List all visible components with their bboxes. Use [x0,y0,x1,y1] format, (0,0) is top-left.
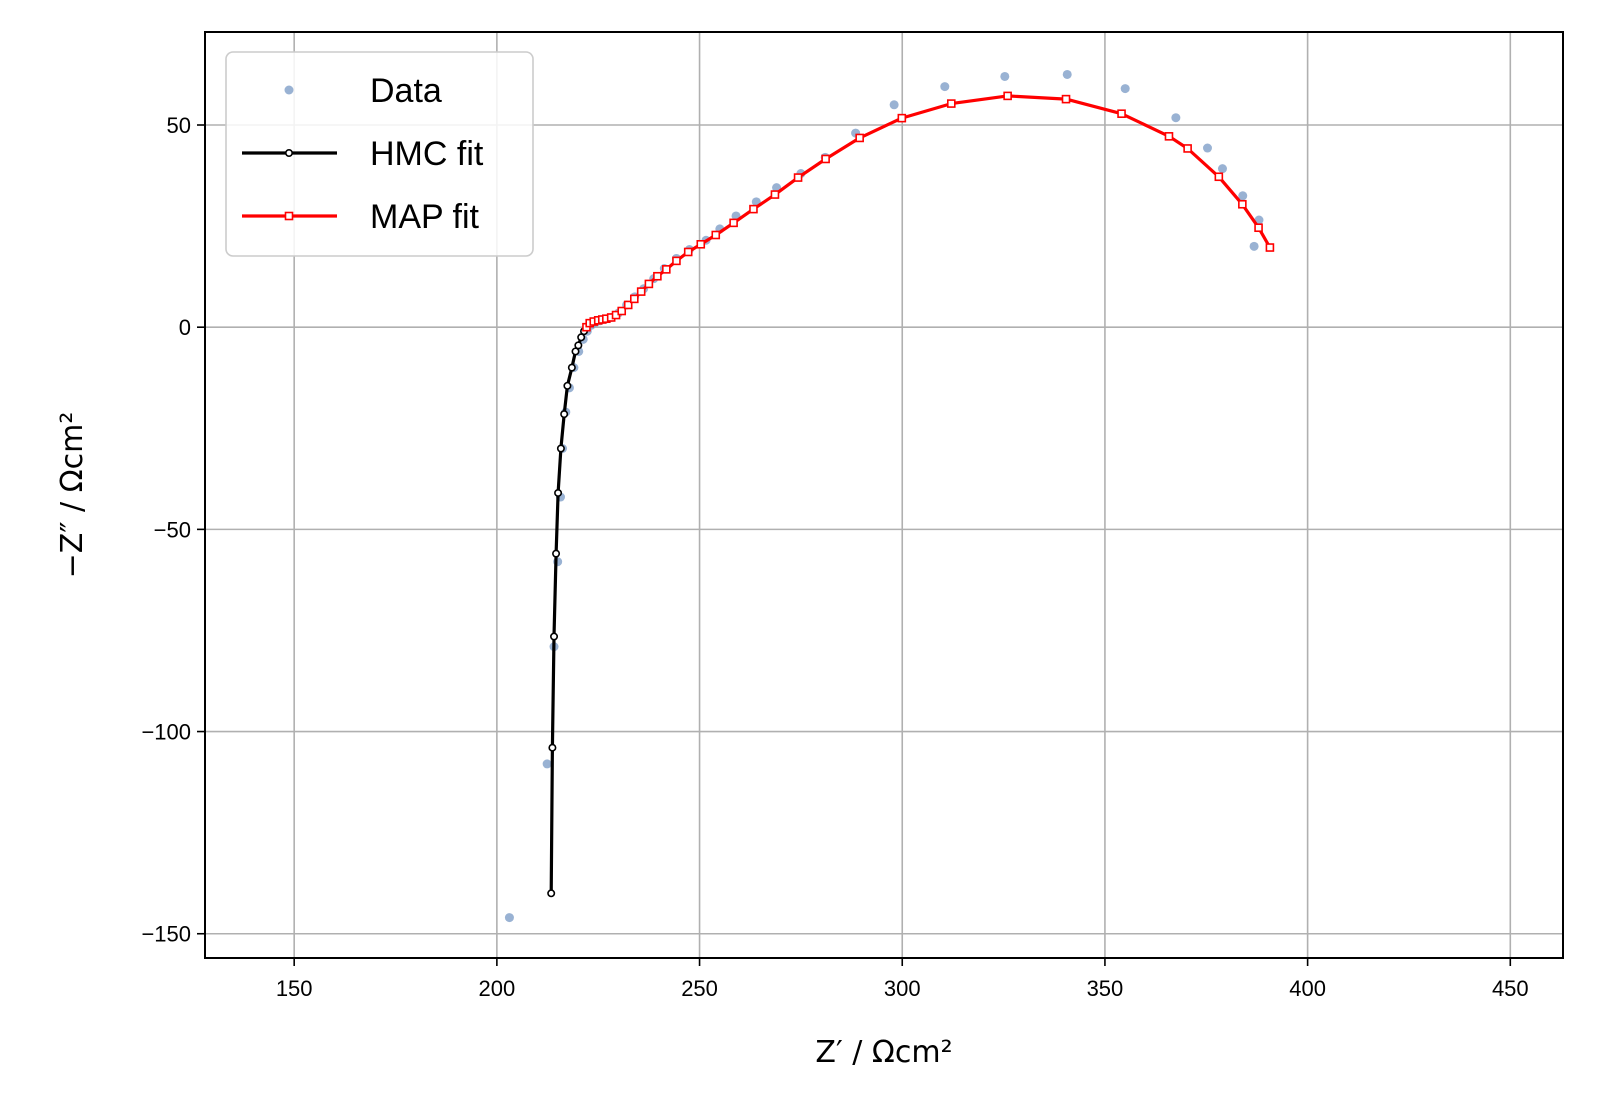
y-tick-label: 0 [179,315,191,340]
hmc-fit-marker [550,632,559,641]
hmc-fit-marker [563,381,572,390]
hmc-fit-marker [567,363,576,372]
data-point [1120,84,1130,94]
map-fit-marker [821,154,830,164]
map-fit-marker [1238,199,1247,209]
hmc-fit-marker [554,488,563,497]
hmc-fit-marker [547,889,556,898]
y-tick-label: −100 [141,720,191,745]
x-tick-label: 450 [1492,976,1529,1001]
hmc-fit-marker [574,341,583,350]
map-fit-marker [683,247,693,257]
data-point [1171,113,1181,123]
map-fit-marker [1254,223,1263,233]
data-point [1238,191,1248,201]
data-point [1249,241,1259,251]
y-tick-label: 50 [167,113,191,138]
legend-label-data: Data [370,72,442,110]
y-tick-label: −150 [141,922,191,947]
map-fit-marker [749,204,758,214]
map-fit-marker [1214,172,1224,182]
map-fit-marker [623,300,633,310]
map-fit-marker [284,211,294,221]
map-fit-marker [662,265,671,274]
map-fit-marker [629,294,639,304]
x-tick-label: 250 [681,976,718,1001]
legend-box [225,51,534,257]
map-fit-marker [644,279,654,289]
map-fit-marker [1117,109,1126,118]
y-axis-label: −Z″ / Ωcm² [55,412,90,579]
data-point [1217,164,1227,174]
series-layer [504,69,1275,923]
x-tick-label: 350 [1087,976,1124,1001]
x-tick-label: 300 [884,976,921,1001]
hmc-fit-marker [548,743,557,752]
map-fit-marker [729,218,738,228]
data-point [1000,71,1010,81]
hmc-fit-marker [571,347,580,356]
map-fit-marker [617,306,627,316]
map-fit-marker [1164,132,1174,141]
axis-ticks: 150 200 250 300 350 400 450 −150 −100 −50 0 50 [141,113,1528,1001]
map-fit-marker [653,271,662,281]
legend-label-hmc-fit: HMC fit [370,135,484,173]
map-fit-marker [855,133,864,143]
map-fit-marker [696,239,706,249]
map-fit-marker [672,256,681,266]
map-fit-marker [793,173,803,182]
x-tick-label: 200 [479,976,516,1001]
hmc-fit-marker [556,444,565,453]
map-fit-marker [1003,91,1012,101]
hmc-fit-series [547,323,591,898]
grid-lines [205,32,1563,958]
legend-swatch-data [284,85,294,95]
data-point [542,759,552,769]
x-tick-label: 400 [1289,976,1326,1001]
map-fit-marker [1061,94,1071,104]
legend: Data HMC fit MAP fit [225,51,534,257]
map-fit-series [582,91,1275,332]
data-point [889,100,899,110]
data-point [940,82,950,92]
data-point [504,913,514,923]
map-fit-marker [770,190,780,199]
map-fit-marker [711,230,721,240]
plot-area-frame [204,31,1564,959]
x-axis-label: Z′ / Ωcm² [815,1035,952,1070]
hmc-fit-marker [560,410,569,419]
hmc-fit-marker [552,549,561,558]
map-fit-marker [1183,144,1192,153]
map-fit-marker [636,287,646,296]
map-fit-marker [1265,243,1275,252]
map-fit-marker [897,113,907,123]
data-point [1202,143,1212,153]
data-point [1062,69,1072,79]
hmc-fit-marker [284,149,293,158]
x-tick-label: 150 [276,976,313,1001]
legend-label-map-fit: MAP fit [370,198,480,236]
map-fit-marker [946,99,956,108]
y-tick-label: −50 [154,517,191,542]
hmc-fit-marker [577,333,586,342]
